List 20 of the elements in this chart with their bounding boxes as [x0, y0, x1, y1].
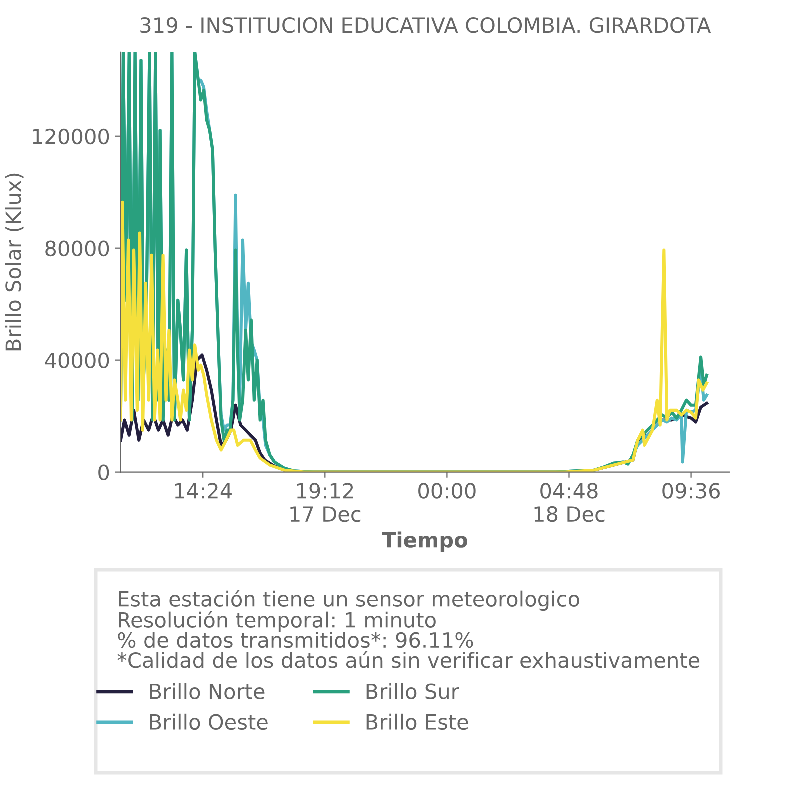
- y-axis-title: Brillo Solar (Klux): [5, 174, 24, 351]
- legend-label: Brillo Oeste: [150, 714, 268, 730]
- text: Esta estación tiene un sensor meteorologico: [119, 590, 580, 611]
- legend-label: Brillo Norte: [150, 683, 265, 700]
- text: % de datos transmitidos*: 96.11%: [118, 632, 474, 648]
- x-tick-label: 19:12 17 Dec: [290, 483, 361, 522]
- y-tick-label: 80000: [46, 240, 110, 257]
- y-tick-label: 40000: [45, 352, 110, 369]
- legend-label: Brillo Este: [366, 714, 468, 730]
- x-tick-label: 00:00: [418, 483, 476, 499]
- x-tick-label: 14:24: [175, 483, 232, 499]
- text: Resolución temporal: 1 minuto: [119, 610, 436, 632]
- chart-title: 319 - INSTITUCION EDUCATIVA COLOMBIA. GIRARDOTA: [140, 17, 712, 34]
- legend-label: Brillo Sur: [366, 683, 460, 700]
- y-tick-label: 0: [98, 464, 110, 481]
- y-tick-label: 120000: [33, 128, 110, 145]
- x-tick-label: 09:36: [662, 483, 720, 499]
- text: *Calidad de los datos aún sin verificar exhaustivamente: [118, 651, 700, 668]
- x-tick-label: 04:48 18 Dec: [534, 483, 605, 522]
- x-axis-title: Tiempo: [382, 532, 468, 552]
